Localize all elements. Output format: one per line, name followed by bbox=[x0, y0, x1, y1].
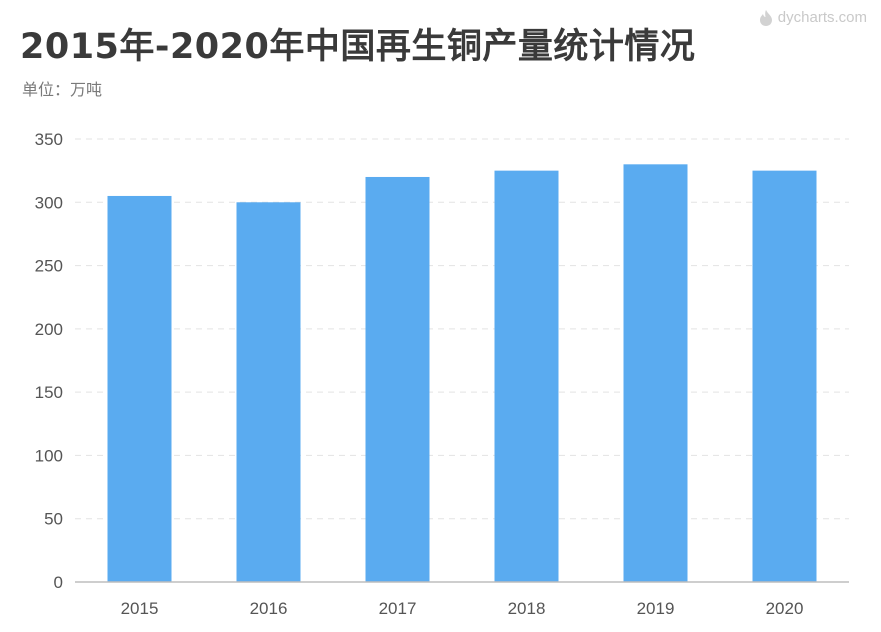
watermark-text: dycharts.com bbox=[777, 9, 867, 26]
y-tick-label: 350 bbox=[35, 130, 63, 149]
x-axis-ticks: 2015 2016 2017 2018 2019 2020 bbox=[121, 599, 804, 618]
bar-2015 bbox=[107, 195, 172, 582]
bar-2019 bbox=[623, 164, 688, 583]
x-tick-label: 2016 bbox=[250, 599, 288, 618]
unit-label: 单位：万吨 bbox=[22, 80, 103, 99]
y-tick-label: 250 bbox=[35, 257, 63, 276]
watermark: dycharts.com bbox=[759, 9, 867, 26]
bar-2017 bbox=[365, 176, 430, 582]
bar-2016 bbox=[236, 202, 301, 583]
y-tick-label: 50 bbox=[44, 510, 63, 529]
chart-title: 2015年-2020年中国再生铜产量统计情况 bbox=[20, 27, 696, 67]
y-tick-label: 0 bbox=[54, 573, 63, 592]
y-tick-label: 150 bbox=[35, 383, 63, 402]
bars bbox=[107, 164, 817, 583]
gridlines bbox=[75, 138, 849, 520]
y-tick-label: 300 bbox=[35, 193, 63, 212]
y-axis-ticks: 0 50 100 150 200 250 300 350 bbox=[35, 130, 63, 592]
y-tick-label: 200 bbox=[35, 320, 63, 339]
bar-2020 bbox=[752, 170, 817, 582]
x-tick-label: 2015 bbox=[121, 599, 159, 618]
x-tick-label: 2018 bbox=[508, 599, 546, 618]
x-tick-label: 2019 bbox=[637, 599, 675, 618]
x-tick-label: 2020 bbox=[766, 599, 804, 618]
x-tick-label: 2017 bbox=[379, 599, 417, 618]
flame-logo-icon bbox=[759, 9, 772, 26]
y-tick-label: 100 bbox=[35, 446, 63, 465]
bar-2018 bbox=[494, 170, 559, 582]
